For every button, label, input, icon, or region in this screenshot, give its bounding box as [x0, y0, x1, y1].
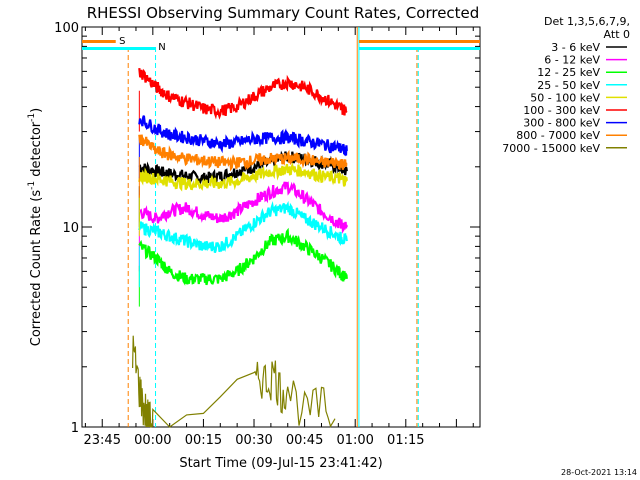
y-tick-label: 1 — [71, 421, 79, 436]
series-line-7 — [138, 115, 348, 157]
y-axis-label-sup1: -1 — [27, 181, 37, 190]
y-tick-label: 100 — [54, 21, 79, 36]
legend-item-label: 12 - 25 keV — [537, 66, 600, 79]
saa-bar-2 — [358, 40, 480, 43]
legend-item-label: 3 - 6 keV — [551, 41, 600, 54]
legend-item-label: 6 - 12 keV — [544, 54, 600, 67]
y-tick-label: 10 — [62, 221, 79, 236]
legend-item-label: 100 - 300 keV — [523, 104, 600, 117]
y-axis-label-sup2: -1 — [27, 113, 37, 122]
saa-bar — [82, 40, 116, 43]
x-tick-label: 01:15 — [387, 433, 424, 448]
legend-item-label: 300 - 800 keV — [523, 117, 600, 130]
attenuator-overlays: SN — [82, 27, 480, 427]
x-tick-label: 00:45 — [286, 433, 323, 448]
x-tick-label: 00:00 — [134, 433, 171, 448]
legend-item-label: 7000 - 15000 keV — [502, 142, 600, 155]
night-label: N — [158, 42, 165, 53]
timestamp: 28-Oct-2021 13:14 — [561, 468, 637, 477]
series-line-8 — [138, 134, 348, 172]
y-axis-label-end: ) — [29, 108, 44, 113]
legend-item-label: 25 - 50 keV — [537, 79, 600, 92]
y-axis-label-main: Corrected Count Rate (s — [29, 190, 44, 347]
series-line-4 — [138, 200, 348, 253]
y-axis: 1 10 100 — [54, 21, 480, 436]
x-axis-label: Start Time (09-Jul-15 23:41:42) — [179, 456, 382, 471]
series-line-2 — [138, 181, 348, 234]
series-line-3 — [138, 227, 348, 286]
x-tick-label: 23:45 — [84, 433, 121, 448]
y-axis-label: Corrected Count Rate (s-1 detector-1) — [27, 108, 44, 346]
series-line-9 — [132, 335, 336, 428]
legend-item-label: 50 - 100 keV — [530, 91, 600, 104]
legend-item-label: 800 - 7000 keV — [516, 129, 600, 142]
series-line-5 — [138, 162, 348, 192]
x-axis: 23:45 00:00 00:15 00:30 00:45 01:00 01:15 — [84, 27, 474, 448]
series-line-6 — [138, 67, 348, 120]
x-tick-label: 01:00 — [336, 433, 373, 448]
x-tick-label: 00:15 — [185, 433, 222, 448]
saa-label: S — [119, 36, 125, 47]
chart-title: RHESSI Observing Summary Count Rates, Co… — [87, 4, 480, 22]
legend-header-2: Att 0 — [604, 28, 630, 41]
legend-header-1: Det 1,3,5,6,7,9, — [544, 15, 630, 28]
series-group — [132, 67, 348, 428]
y-axis-label-mid: detector — [29, 121, 44, 181]
night-bar — [82, 47, 156, 50]
x-tick-label: 00:30 — [235, 433, 272, 448]
night-bar-2 — [358, 47, 480, 50]
